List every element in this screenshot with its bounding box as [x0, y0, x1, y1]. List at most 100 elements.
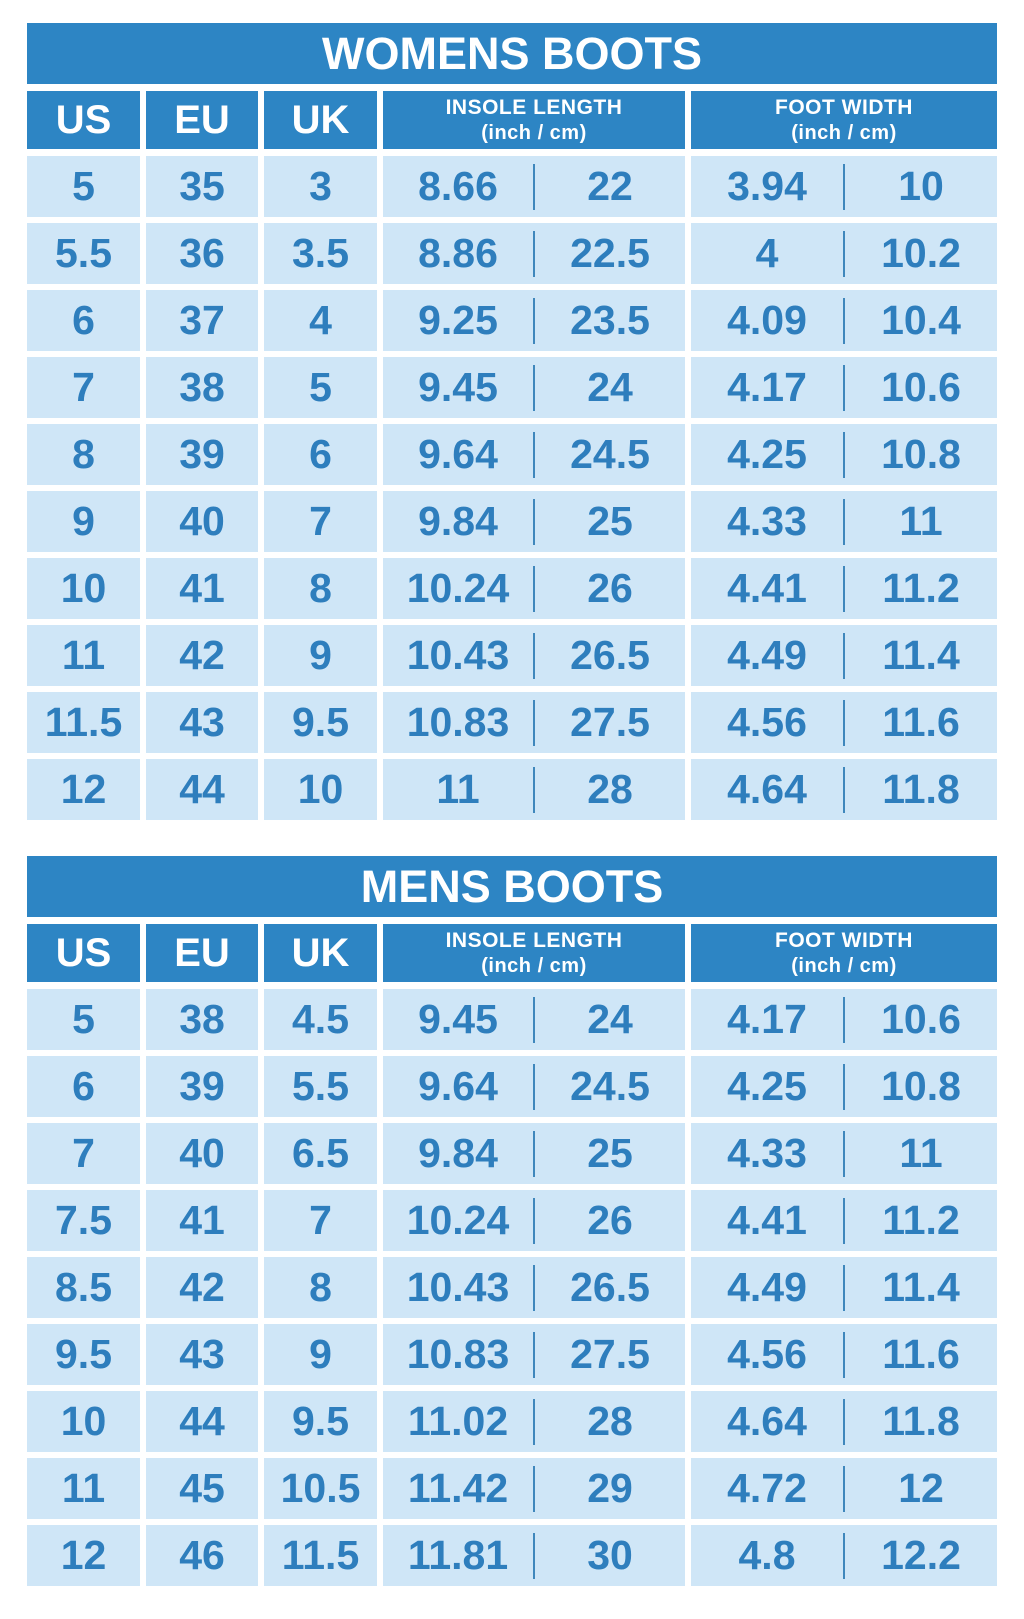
us-size-cell: 7 — [27, 1123, 140, 1184]
insole-header-line1: INSOLE LENGTH — [445, 96, 623, 119]
cell-divider — [533, 1197, 535, 1244]
cell-divider — [533, 1398, 535, 1445]
foot-width-cell: 4.33 11 — [691, 1123, 997, 1184]
foot-width-cell: 4.64 11.8 — [691, 759, 997, 820]
inch-value: 10.83 — [406, 699, 510, 745]
cm-value: 11.2 — [882, 565, 960, 611]
us-size-cell: 5.5 — [27, 223, 140, 284]
us-size-cell: 6 — [27, 1056, 140, 1117]
cm-value: 11 — [899, 498, 943, 544]
mens-header-row: US EU UK INSOLE LENGTH (inch / cm) FOOT … — [27, 924, 997, 982]
inch-value: 4.8 — [738, 1532, 796, 1578]
cm-value: 11.4 — [882, 632, 960, 678]
uk-size-cell: 6.5 — [264, 1123, 377, 1184]
insole-length-cell: 9.45 24 — [383, 357, 685, 418]
inch-value: 9.64 — [418, 1063, 498, 1109]
us-size-cell: 11.5 — [27, 692, 140, 753]
foot-width-cell: 4.33 11 — [691, 491, 997, 552]
inch-value: 4.56 — [727, 1331, 807, 1377]
us-size-cell: 12 — [27, 759, 140, 820]
cm-value: 11 — [899, 1130, 943, 1176]
insole-length-cell: 9.45 24 — [383, 989, 685, 1050]
eu-column-header: EU — [146, 924, 258, 982]
cm-value: 24 — [587, 364, 633, 410]
eu-size-cell: 36 — [146, 223, 258, 284]
cell-divider — [843, 230, 845, 277]
uk-size-cell: 9 — [264, 1324, 377, 1385]
foot-width-cell: 4.49 11.4 — [691, 1257, 997, 1318]
uk-size-cell: 9.5 — [264, 1391, 377, 1452]
cell-divider — [843, 1465, 845, 1512]
cell-divider — [533, 297, 535, 344]
inch-value: 4.33 — [727, 498, 807, 544]
eu-size-cell: 39 — [146, 1056, 258, 1117]
inch-value: 4.25 — [727, 1063, 807, 1109]
uk-size-cell: 7 — [264, 1190, 377, 1251]
uk-size-cell: 8 — [264, 558, 377, 619]
womens-header-row: US EU UK INSOLE LENGTH (inch / cm) FOOT … — [27, 91, 997, 149]
inch-value: 9.45 — [418, 364, 498, 410]
cell-divider — [533, 766, 535, 813]
inch-value: 4.33 — [727, 1130, 807, 1176]
uk-size-cell: 11.5 — [264, 1525, 377, 1586]
cm-value: 11.6 — [882, 699, 960, 745]
cell-divider — [533, 1532, 535, 1579]
mens-table-title: MENS BOOTS — [27, 856, 997, 917]
uk-size-cell: 8 — [264, 1257, 377, 1318]
foot-width-column-header: FOOT WIDTH (inch / cm) — [691, 91, 997, 149]
cell-divider — [843, 1063, 845, 1110]
inch-value: 4.49 — [727, 632, 807, 678]
womens-table-body: 5 35 3 8.66 22 3.94 10 5.5 36 3.5 8.86 22.5 4 10.2 6 37… — [27, 156, 997, 820]
foot-width-column-header: FOOT WIDTH (inch / cm) — [691, 924, 997, 982]
eu-size-cell: 40 — [146, 1123, 258, 1184]
cell-divider — [533, 1063, 535, 1110]
eu-size-cell: 40 — [146, 491, 258, 552]
foot-width-header-line1: FOOT WIDTH — [775, 929, 913, 952]
cm-value: 11.8 — [882, 766, 960, 812]
cm-value: 11.8 — [882, 1398, 960, 1444]
uk-size-cell: 9.5 — [264, 692, 377, 753]
insole-length-cell: 10.24 26 — [383, 558, 685, 619]
insole-length-cell: 10.83 27.5 — [383, 692, 685, 753]
cm-value: 30 — [587, 1532, 633, 1578]
eu-size-cell: 44 — [146, 759, 258, 820]
uk-size-cell: 7 — [264, 491, 377, 552]
eu-size-cell: 41 — [146, 1190, 258, 1251]
mens-table-body: 5 38 4.5 9.45 24 4.17 10.6 6 39 5.5 9.64 24.5 4.25 10… — [27, 989, 997, 1586]
cell-divider — [843, 699, 845, 746]
foot-width-cell: 4.25 10.8 — [691, 424, 997, 485]
inch-value: 4.25 — [727, 431, 807, 477]
us-column-header: US — [27, 924, 140, 982]
eu-size-cell: 38 — [146, 989, 258, 1050]
cm-value: 10.4 — [881, 297, 961, 343]
cell-divider — [843, 1532, 845, 1579]
cell-divider — [843, 431, 845, 478]
cm-value: 26.5 — [570, 632, 650, 678]
insole-length-cell: 9.64 24.5 — [383, 1056, 685, 1117]
foot-width-cell: 4.64 11.8 — [691, 1391, 997, 1452]
cell-divider — [533, 163, 535, 210]
eu-size-cell: 37 — [146, 290, 258, 351]
cell-divider — [533, 1331, 535, 1378]
insole-length-cell: 8.66 22 — [383, 156, 685, 217]
cell-divider — [533, 699, 535, 746]
foot-width-cell: 4.56 11.6 — [691, 1324, 997, 1385]
insole-length-cell: 11 28 — [383, 759, 685, 820]
inch-value: 4.56 — [727, 699, 807, 745]
inch-value: 4 — [755, 230, 779, 276]
foot-width-cell: 4.41 11.2 — [691, 1190, 997, 1251]
insole-length-cell: 10.43 26.5 — [383, 625, 685, 686]
us-size-cell: 7.5 — [27, 1190, 140, 1251]
uk-size-cell: 5 — [264, 357, 377, 418]
foot-width-cell: 3.94 10 — [691, 156, 997, 217]
cm-value: 28 — [587, 766, 633, 812]
insole-length-column-header: INSOLE LENGTH (inch / cm) — [383, 91, 685, 149]
us-size-cell: 7 — [27, 357, 140, 418]
foot-width-header-line2: (inch / cm) — [791, 955, 897, 977]
us-size-cell: 12 — [27, 1525, 140, 1586]
cm-value: 27.5 — [570, 699, 650, 745]
inch-value: 4.17 — [727, 996, 807, 1042]
size-chart-page: WOMENS BOOTS US EU UK INSOLE LENGTH (inc… — [27, 23, 997, 1586]
uk-size-cell: 6 — [264, 424, 377, 485]
inch-value: 10.24 — [406, 1197, 510, 1243]
